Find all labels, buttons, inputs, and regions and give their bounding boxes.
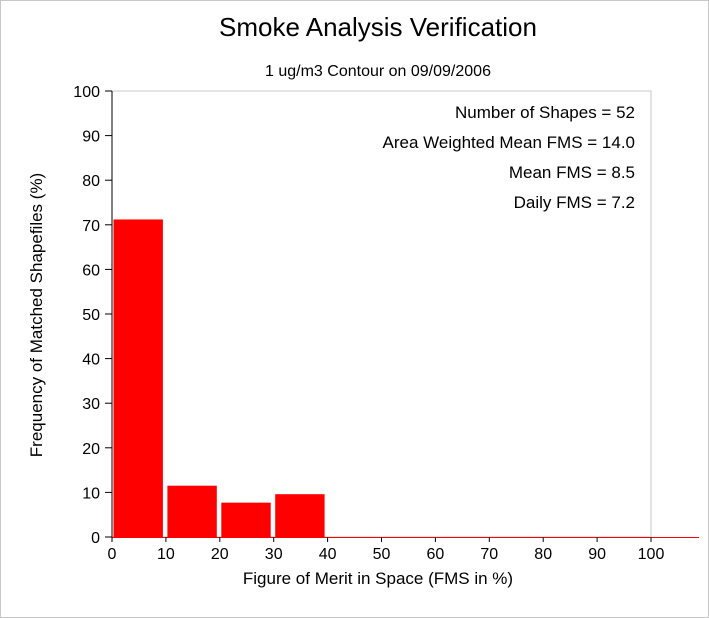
x-tick-label: 70	[480, 546, 498, 563]
x-tick-label: 60	[427, 546, 445, 563]
stat-line: Mean FMS = 8.5	[509, 163, 635, 182]
x-tick-label: 100	[638, 546, 665, 563]
y-tick-label: 50	[82, 307, 100, 324]
chart-subtitle: 1 ug/m3 Contour on 09/09/2006	[265, 63, 491, 80]
x-tick-label: 20	[211, 546, 229, 563]
y-tick-label: 40	[82, 352, 100, 369]
stat-line: Number of Shapes = 52	[455, 103, 635, 122]
histogram-bar-10	[167, 485, 217, 537]
y-tick-label: 80	[82, 173, 100, 190]
y-axis-label: Frequency of Matched Shapefiles (%)	[27, 173, 46, 457]
y-tick-label: 20	[82, 441, 100, 458]
x-axis-label: Figure of Merit in Space (FMS in %)	[243, 569, 513, 588]
y-tick-label: 70	[82, 218, 100, 235]
x-tick-label: 30	[265, 546, 283, 563]
plot-area-border	[111, 90, 652, 538]
y-tick-label: 30	[82, 396, 100, 413]
stat-line: Area Weighted Mean FMS = 14.0	[383, 133, 635, 152]
y-tick-label: 60	[82, 262, 100, 279]
y-tick-label: 10	[82, 485, 100, 502]
y-tick-label: 0	[91, 530, 100, 547]
x-tick-label: 40	[319, 546, 337, 563]
chart-title: Smoke Analysis Verification	[219, 12, 537, 42]
stat-line: Daily FMS = 7.2	[514, 193, 635, 212]
x-tick-label: 90	[588, 546, 606, 563]
x-ticks-group: 0 10 20 30 40 50 60 70 80 90 100	[108, 537, 665, 563]
x-tick-label: 0	[108, 546, 117, 563]
y-ticks-group: 0 10 20 30 40 50 60 70 80 90 100	[73, 84, 112, 547]
x-tick-label: 50	[373, 546, 391, 563]
stats-box: Number of Shapes = 52 Area Weighted Mean …	[383, 103, 635, 212]
x-tick-label: 10	[157, 546, 175, 563]
histogram-bar-20	[221, 502, 271, 537]
y-tick-label: 100	[73, 84, 100, 101]
y-tick-label: 90	[82, 129, 100, 146]
bars-group	[113, 219, 325, 537]
histogram-bar-0	[113, 219, 163, 537]
x-tick-label: 80	[534, 546, 552, 563]
histogram-bar-30	[275, 494, 325, 537]
